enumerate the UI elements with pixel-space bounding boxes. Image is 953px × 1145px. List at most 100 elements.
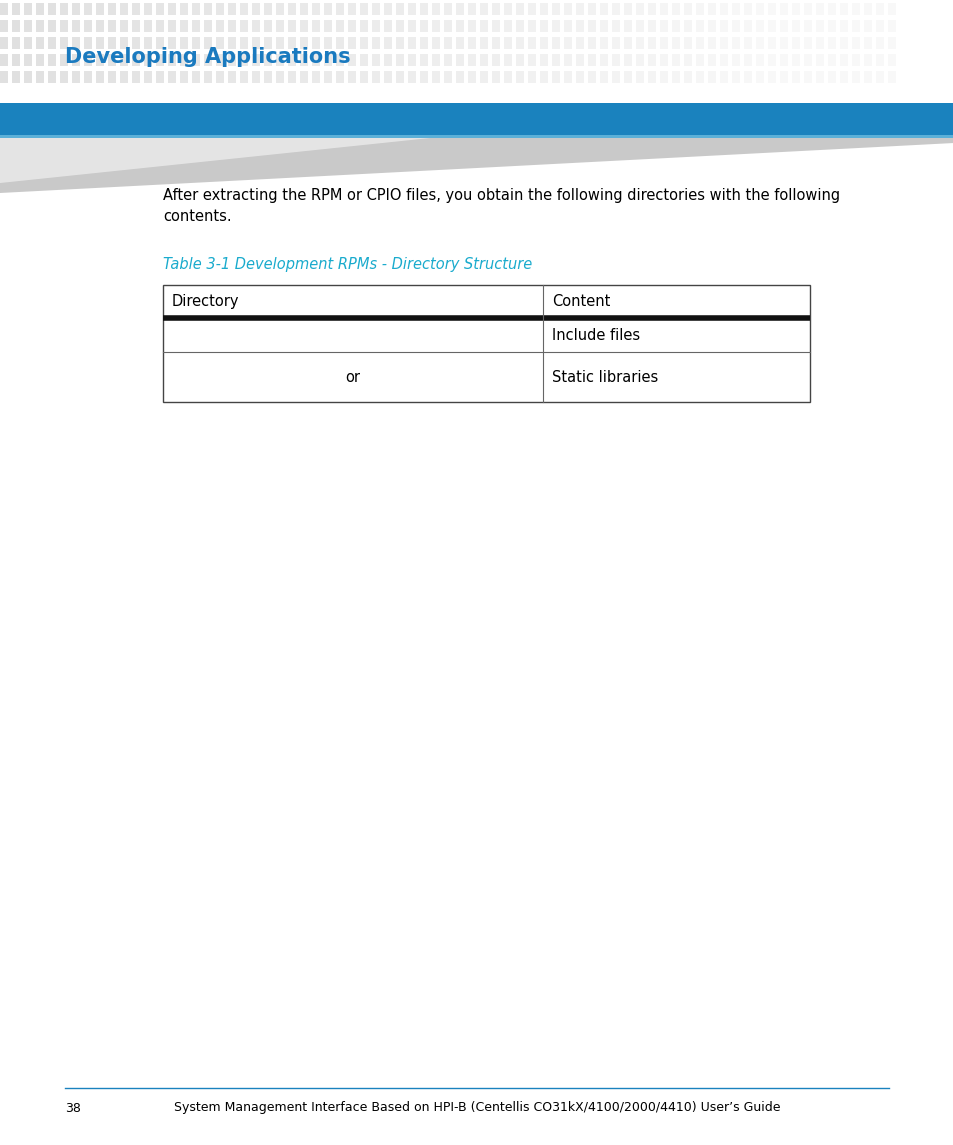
Bar [503, 19, 512, 32]
Bar [168, 3, 175, 15]
Bar [60, 71, 68, 82]
Bar [456, 71, 463, 82]
Bar [503, 37, 512, 49]
Bar [204, 54, 212, 66]
Bar [539, 71, 547, 82]
Bar [275, 19, 284, 32]
Bar [599, 54, 607, 66]
Bar [144, 3, 152, 15]
Bar [443, 54, 452, 66]
Bar [156, 71, 164, 82]
Bar [120, 19, 128, 32]
Bar [0, 135, 953, 139]
Bar [516, 3, 523, 15]
Bar [372, 19, 379, 32]
Bar [108, 19, 116, 32]
Bar [156, 19, 164, 32]
Bar [372, 3, 379, 15]
Bar [215, 19, 224, 32]
Bar [791, 19, 800, 32]
Bar [48, 54, 56, 66]
Bar [863, 37, 871, 49]
Bar [443, 3, 452, 15]
Bar [456, 54, 463, 66]
Bar [552, 54, 559, 66]
Bar [707, 71, 716, 82]
Bar [780, 71, 787, 82]
Bar [563, 71, 572, 82]
Bar [743, 3, 751, 15]
Bar [264, 71, 272, 82]
Bar [623, 71, 631, 82]
Bar [587, 19, 596, 32]
Text: or: or [345, 370, 360, 385]
Text: Developing Applications: Developing Applications [65, 47, 351, 68]
Bar [60, 37, 68, 49]
Bar [492, 3, 499, 15]
Bar [60, 3, 68, 15]
Bar [215, 3, 224, 15]
Bar [192, 37, 200, 49]
Bar [875, 19, 883, 32]
Bar [743, 37, 751, 49]
Bar [731, 54, 740, 66]
Bar [803, 54, 811, 66]
Bar [120, 71, 128, 82]
Bar [576, 19, 583, 32]
Bar [516, 19, 523, 32]
Bar [527, 54, 536, 66]
Bar [36, 71, 44, 82]
Bar [12, 71, 20, 82]
Bar [252, 19, 260, 32]
Bar [503, 3, 512, 15]
Bar [875, 54, 883, 66]
Bar [767, 3, 775, 15]
Bar [731, 19, 740, 32]
Bar [671, 54, 679, 66]
Bar [215, 71, 224, 82]
Bar [24, 71, 32, 82]
Bar [156, 54, 164, 66]
Bar [408, 54, 416, 66]
Bar [60, 54, 68, 66]
Bar [552, 19, 559, 32]
Bar [395, 19, 403, 32]
Bar [240, 3, 248, 15]
Bar [780, 3, 787, 15]
Bar [587, 71, 596, 82]
Bar [324, 19, 332, 32]
Bar [168, 71, 175, 82]
Bar [348, 71, 355, 82]
Bar [288, 37, 295, 49]
Bar [767, 54, 775, 66]
Bar [443, 37, 452, 49]
Bar [468, 37, 476, 49]
Bar [468, 3, 476, 15]
Bar [408, 3, 416, 15]
Bar [875, 3, 883, 15]
Bar [24, 19, 32, 32]
Bar [755, 19, 763, 32]
Bar [168, 37, 175, 49]
Bar [516, 37, 523, 49]
Bar [456, 37, 463, 49]
Bar [312, 37, 319, 49]
Bar [384, 37, 392, 49]
Bar [71, 3, 80, 15]
Bar [815, 54, 823, 66]
Bar [204, 3, 212, 15]
Bar [84, 19, 91, 32]
Bar [156, 3, 164, 15]
Bar [408, 37, 416, 49]
Bar [492, 19, 499, 32]
Bar [707, 37, 716, 49]
Bar [204, 71, 212, 82]
Bar [539, 3, 547, 15]
Bar [636, 54, 643, 66]
Bar [840, 54, 847, 66]
Text: Static libraries: Static libraries [552, 370, 658, 385]
Bar [527, 37, 536, 49]
Bar [527, 3, 536, 15]
Bar [492, 54, 499, 66]
Bar [180, 19, 188, 32]
